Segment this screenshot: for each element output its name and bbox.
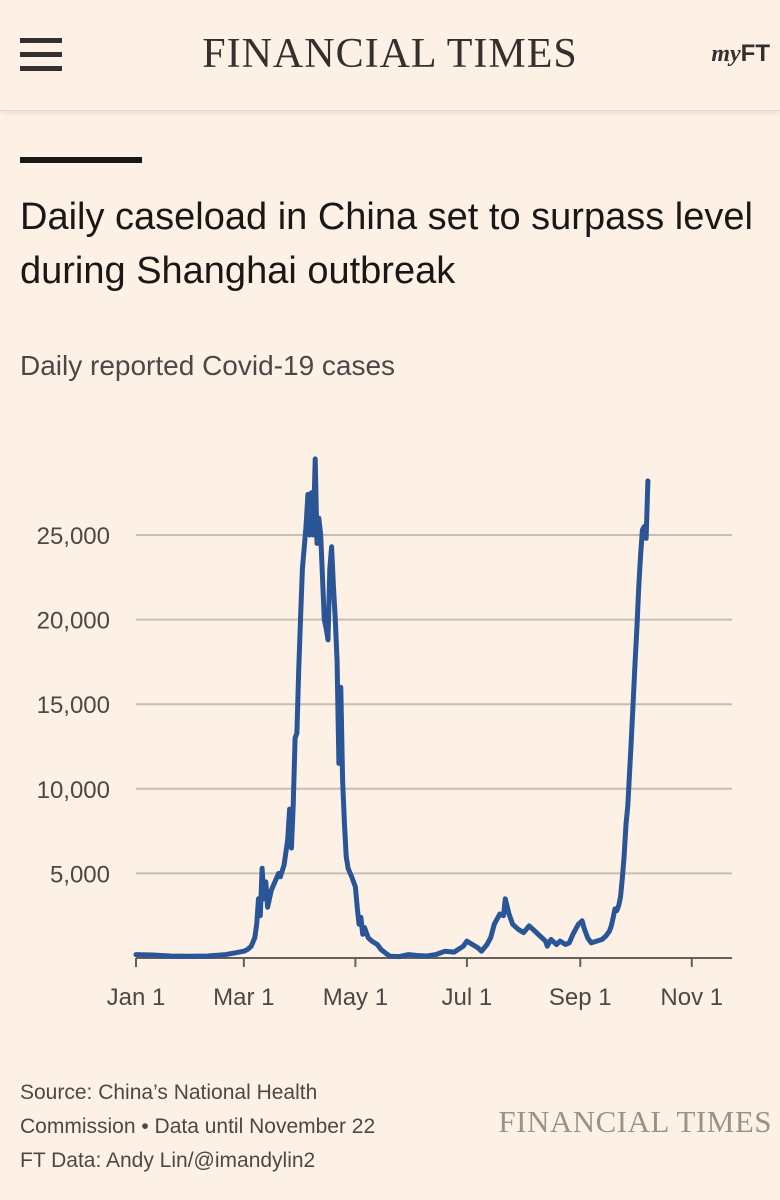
- x-tick-label: Sep 1: [549, 984, 612, 1011]
- y-tick-label: 10,000: [37, 777, 110, 804]
- hamburger-menu-icon[interactable]: [20, 38, 62, 72]
- y-tick-label: 5,000: [50, 861, 110, 888]
- y-tick-label: 15,000: [37, 692, 110, 719]
- x-tick-label: May 1: [323, 984, 388, 1011]
- source-line-1: Source: China’s National Health: [20, 1081, 318, 1104]
- title-rule: [20, 157, 142, 163]
- source-line-2: Commission • Data until November 22: [20, 1115, 376, 1138]
- site-header: FINANCIAL TIMES myFT: [0, 0, 780, 111]
- x-tick-label: Jan 1: [107, 984, 166, 1011]
- y-tick-label: 25,000: [37, 523, 110, 550]
- footer-brand: FINANCIAL TIMES: [498, 1104, 772, 1139]
- myft-ft: FT: [740, 40, 770, 67]
- source-note: Source: China’s National Health Commissi…: [20, 1076, 460, 1178]
- myft-my: my: [711, 41, 741, 67]
- source-line-3: FT Data: Andy Lin/@imandylin2: [20, 1149, 316, 1172]
- x-tick-label: Jul 1: [442, 984, 493, 1011]
- x-tick-label: Nov 1: [660, 984, 723, 1011]
- chart-title: Daily caseload in China set to surpass l…: [20, 196, 753, 292]
- myft-link[interactable]: myFT: [711, 40, 770, 68]
- chart-subtitle: Daily reported Covid-19 cases: [20, 350, 396, 381]
- x-tick-label: Mar 1: [213, 984, 274, 1011]
- y-tick-label: 20,000: [37, 608, 110, 635]
- site-brand[interactable]: FINANCIAL TIMES: [202, 31, 578, 77]
- line-chart: 5,000 10,000 15,000 20,000 25,000 Jan 1 Mar 1 M…: [37, 456, 732, 1011]
- series-line: [133, 456, 651, 960]
